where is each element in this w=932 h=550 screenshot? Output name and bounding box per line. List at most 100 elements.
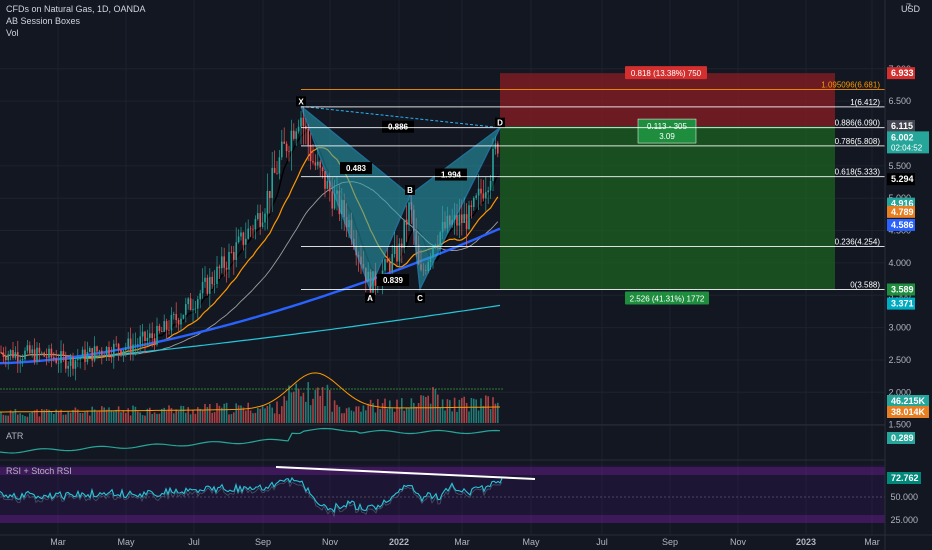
candle-body	[261, 222, 264, 227]
ratio-label: 1.994	[441, 171, 462, 180]
candle-body	[405, 219, 408, 225]
volume-bar	[189, 414, 192, 423]
candle-body	[132, 344, 134, 353]
x-tick-label: Mar	[864, 537, 880, 547]
chart-title[interactable]: CFDs on Natural Gas, 1D, OANDA	[6, 4, 146, 14]
point-c-label: C	[417, 294, 423, 303]
rsi-tick-label: 50.000	[890, 492, 918, 502]
candle-body	[113, 343, 115, 358]
rsi-label[interactable]: RSI + Stoch RSI	[6, 466, 72, 476]
volume-bar	[343, 413, 345, 423]
volume-bar	[113, 411, 115, 423]
volume-bar	[223, 403, 225, 423]
volume-bar	[139, 412, 141, 423]
candle-body	[55, 358, 57, 363]
candle-body	[487, 190, 489, 193]
volume-bar	[477, 410, 480, 423]
candle-body	[177, 320, 180, 325]
volume-bar	[480, 398, 482, 423]
volume-bar	[432, 387, 434, 423]
x-tick-label: Nov	[730, 537, 747, 547]
candle-body	[127, 338, 129, 348]
volume-bar	[420, 395, 422, 423]
volume-bar	[225, 402, 228, 423]
volume-bar	[122, 410, 125, 423]
x-tick-label: May	[117, 537, 135, 547]
candle-body	[62, 351, 65, 356]
volume-bar	[17, 414, 19, 423]
volume-bar	[487, 396, 489, 423]
volume-bar	[53, 413, 55, 423]
volume-bar	[45, 409, 48, 423]
volume-bar	[293, 391, 295, 423]
y-tick-label-top: 7	[906, 2, 911, 12]
candle-body	[271, 167, 273, 198]
volume-pane	[0, 372, 503, 423]
volume-bar	[79, 412, 81, 423]
volume-bar	[434, 389, 437, 423]
price-tag-box	[887, 131, 929, 154]
volume-bar	[233, 412, 235, 423]
volume-bar	[242, 407, 245, 423]
volume-bar	[456, 411, 458, 423]
candle-body	[65, 355, 67, 369]
volume-bar	[74, 407, 77, 423]
volume-bar	[89, 415, 91, 423]
atr-label[interactable]: ATR	[6, 431, 24, 441]
candle-body	[259, 213, 261, 227]
volume-bar	[408, 408, 410, 423]
candle-body	[209, 276, 211, 294]
candle-body	[182, 314, 185, 319]
volume-bar	[163, 407, 165, 423]
volume-bar	[377, 399, 379, 423]
volume-bar	[132, 405, 134, 423]
volume-bar	[84, 411, 86, 423]
volume-bar	[482, 405, 485, 423]
volume-bar	[221, 407, 223, 423]
volume-bar	[103, 407, 105, 423]
candle-body	[96, 346, 98, 352]
volume-bar	[257, 408, 259, 423]
volume-bar	[81, 413, 84, 423]
point-x-label: X	[298, 97, 304, 106]
y-tick-label: 6.500	[888, 96, 911, 106]
candle-body	[12, 350, 14, 358]
fibonacci-levels[interactable]: 1.095096(6.681) 1(6.412) 0.886(6.090) 0.786…	[301, 80, 885, 291]
x-tick-label: Jul	[596, 537, 608, 547]
candle-body	[110, 355, 113, 358]
x-tick-label: Mar	[50, 537, 66, 547]
volume-bar	[278, 414, 281, 423]
indicator-session-boxes[interactable]: AB Session Boxes	[6, 16, 81, 26]
volume-bar	[93, 409, 96, 423]
volume-bar	[403, 410, 405, 423]
candle-body	[129, 338, 132, 353]
volume-bar	[72, 409, 74, 423]
rsi-line	[0, 476, 503, 514]
atr-pane	[0, 424, 885, 454]
volume-bar	[26, 416, 29, 423]
volume-bar	[177, 410, 180, 423]
candle-body	[24, 350, 26, 360]
candle-body	[461, 214, 463, 223]
candle-body	[14, 352, 17, 358]
candle-body	[211, 276, 213, 285]
price-axis[interactable]: 7.0006.5005.5005.0004.5004.0003.5003.000…	[884, 0, 918, 550]
volume-bar	[235, 403, 237, 423]
volume-bar	[302, 392, 305, 423]
time-axis[interactable]: Mar May Jul Sep Nov 2022 Mar May Jul Sep Nov 2023 Ma…	[0, 534, 932, 547]
candle-body	[223, 256, 225, 268]
mid-label-1: 0.113 - 305	[647, 122, 687, 131]
ratio-box	[340, 162, 372, 175]
candle-body	[295, 131, 297, 139]
volume-bar	[314, 389, 317, 423]
indicator-volume[interactable]: Vol	[6, 28, 19, 38]
xd-line	[300, 105, 501, 129]
candle-body	[156, 325, 158, 345]
volume-bar	[50, 411, 53, 423]
volume-bar	[180, 405, 182, 423]
volume-bar	[288, 385, 290, 423]
volume-bar	[31, 411, 33, 423]
volume-bar	[271, 407, 273, 423]
